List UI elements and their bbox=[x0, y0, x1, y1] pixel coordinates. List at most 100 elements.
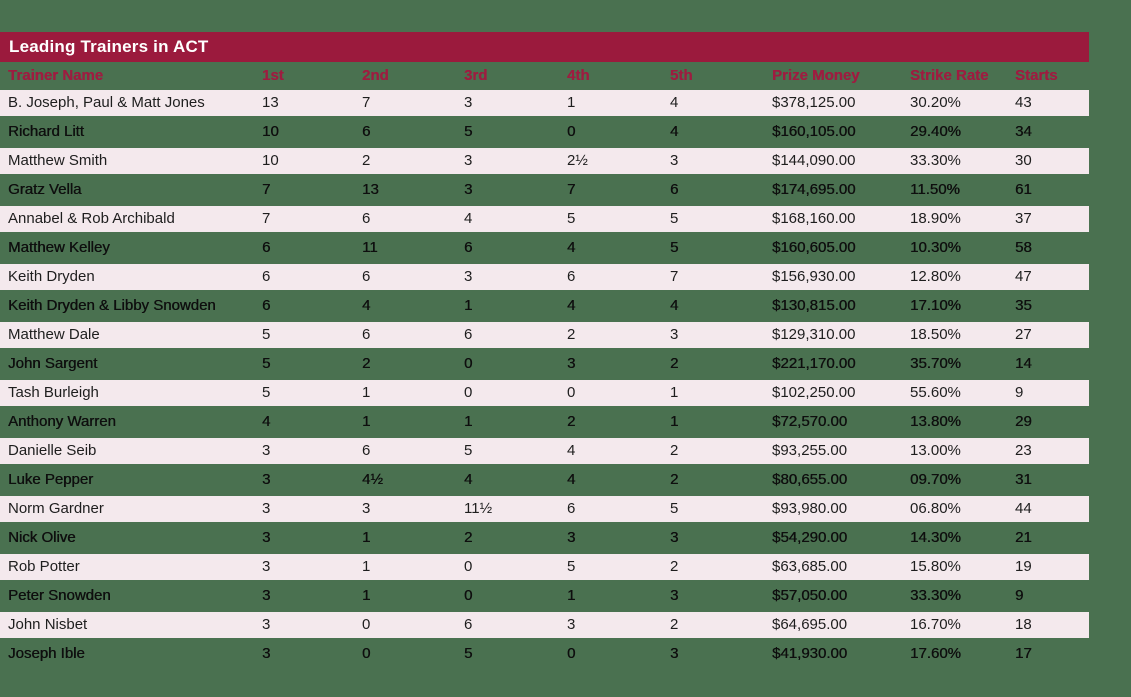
cell-fifth: 5 bbox=[670, 500, 679, 517]
cell-fifth: 3 bbox=[670, 587, 679, 604]
cell-fifth: 2 bbox=[670, 442, 679, 459]
cell-first: 3 bbox=[262, 587, 271, 604]
cell-fifth: 1 bbox=[670, 384, 679, 401]
cell-fourth: 3 bbox=[567, 529, 576, 546]
cell-first: 7 bbox=[262, 210, 271, 227]
cell-third: 0 bbox=[464, 384, 473, 401]
table-row: Anthony Warren 4 1 1 2 1 $72,570.00 13.80% 29 bbox=[0, 409, 1089, 438]
cell-third: 6 bbox=[464, 326, 473, 343]
cell-fifth: 2 bbox=[670, 616, 679, 633]
cell-fourth: 1 bbox=[567, 587, 576, 604]
cell-prize-money: $174,695.00 bbox=[772, 181, 856, 198]
cell-fourth: 4 bbox=[567, 239, 576, 256]
cell-fourth: 0 bbox=[567, 123, 576, 140]
cell-fourth: 6 bbox=[567, 500, 576, 517]
cell-second: 13 bbox=[362, 181, 379, 198]
cell-third: 3 bbox=[464, 268, 473, 285]
cell-prize-money: $160,105.00 bbox=[772, 123, 856, 140]
cell-strike-rate: 13.80% bbox=[910, 413, 961, 430]
cell-starts: 27 bbox=[1015, 326, 1032, 343]
table-row: Tash Burleigh 5 1 0 0 1 $102,250.00 55.60% 9 bbox=[0, 380, 1089, 409]
cell-second: 6 bbox=[362, 326, 371, 343]
cell-fourth: 0 bbox=[567, 645, 576, 662]
cell-second: 7 bbox=[362, 94, 371, 111]
cell-prize-money: $54,290.00 bbox=[772, 529, 848, 546]
cell-strike-rate: 13.00% bbox=[910, 442, 961, 459]
cell-strike-rate: 33.30% bbox=[910, 587, 961, 604]
table-row: Matthew Smith 10 2 3 2½ 3 $144,090.00 33.30% 30 bbox=[0, 148, 1089, 177]
table-row: Luke Pepper 3 4½ 4 4 2 $80,655.00 09.70% 31 bbox=[0, 467, 1089, 496]
cell-fourth: 3 bbox=[567, 355, 576, 372]
table-title: Leading Trainers in ACT bbox=[9, 37, 209, 56]
cell-trainer-name: Matthew Smith bbox=[8, 152, 108, 169]
cell-second: 4 bbox=[362, 297, 371, 314]
cell-strike-rate: 12.80% bbox=[910, 268, 961, 285]
table-body: B. Joseph, Paul & Matt Jones 13 7 3 1 4 $378,1… bbox=[0, 90, 1089, 670]
table-row: Rob Potter 3 1 0 5 2 $63,685.00 15.80% 19 bbox=[0, 554, 1089, 583]
cell-starts: 43 bbox=[1015, 94, 1032, 111]
cell-prize-money: $93,980.00 bbox=[772, 500, 848, 517]
table-row: Matthew Dale 5 6 6 2 3 $129,310.00 18.50% 27 bbox=[0, 322, 1089, 351]
cell-fourth: 1 bbox=[567, 94, 576, 111]
cell-second: 6 bbox=[362, 268, 371, 285]
cell-third: 3 bbox=[464, 94, 473, 111]
cell-fifth: 3 bbox=[670, 326, 679, 343]
cell-fourth: 5 bbox=[567, 210, 576, 227]
cell-strike-rate: 18.90% bbox=[910, 210, 961, 227]
cell-first: 4 bbox=[262, 413, 271, 430]
cell-starts: 17 bbox=[1015, 645, 1032, 662]
cell-trainer-name: Keith Dryden bbox=[8, 268, 95, 285]
cell-third: 0 bbox=[464, 558, 473, 575]
cell-trainer-name: Rob Potter bbox=[8, 558, 80, 575]
cell-second: 1 bbox=[362, 529, 371, 546]
cell-second: 1 bbox=[362, 413, 371, 430]
cell-trainer-name: Tash Burleigh bbox=[8, 384, 99, 401]
cell-strike-rate: 16.70% bbox=[910, 616, 961, 633]
column-header-second: 2nd bbox=[362, 67, 389, 84]
cell-fifth: 2 bbox=[670, 355, 679, 372]
cell-strike-rate: 18.50% bbox=[910, 326, 961, 343]
cell-second: 1 bbox=[362, 558, 371, 575]
cell-first: 10 bbox=[262, 123, 279, 140]
table-row: B. Joseph, Paul & Matt Jones 13 7 3 1 4 $378,1… bbox=[0, 90, 1089, 119]
cell-prize-money: $102,250.00 bbox=[772, 384, 856, 401]
cell-first: 6 bbox=[262, 268, 271, 285]
cell-third: 4 bbox=[464, 210, 473, 227]
cell-strike-rate: 33.30% bbox=[910, 152, 961, 169]
column-header-prize-money: Prize Money bbox=[772, 67, 860, 84]
cell-first: 6 bbox=[262, 239, 271, 256]
cell-fourth: 5 bbox=[567, 558, 576, 575]
cell-first: 13 bbox=[262, 94, 279, 111]
cell-starts: 58 bbox=[1015, 239, 1032, 256]
cell-prize-money: $378,125.00 bbox=[772, 94, 856, 111]
cell-trainer-name: Keith Dryden & Libby Snowden bbox=[8, 297, 216, 314]
cell-fourth: 0 bbox=[567, 384, 576, 401]
cell-starts: 18 bbox=[1015, 616, 1032, 633]
cell-third: 5 bbox=[464, 645, 473, 662]
table-row: Keith Dryden & Libby Snowden 6 4 1 4 4 $130,81… bbox=[0, 293, 1089, 322]
cell-third: 1 bbox=[464, 413, 473, 430]
cell-prize-money: $221,170.00 bbox=[772, 355, 856, 372]
cell-fifth: 3 bbox=[670, 645, 679, 662]
cell-prize-money: $72,570.00 bbox=[772, 413, 848, 430]
cell-fifth: 3 bbox=[670, 152, 679, 169]
cell-starts: 31 bbox=[1015, 471, 1032, 488]
cell-third: 3 bbox=[464, 152, 473, 169]
cell-prize-money: $160,605.00 bbox=[772, 239, 856, 256]
cell-prize-money: $156,930.00 bbox=[772, 268, 856, 285]
cell-strike-rate: 55.60% bbox=[910, 384, 961, 401]
cell-second: 6 bbox=[362, 123, 371, 140]
cell-starts: 37 bbox=[1015, 210, 1032, 227]
table-title-bar: Leading Trainers in ACT bbox=[0, 32, 1089, 62]
cell-third: 11½ bbox=[464, 500, 493, 517]
cell-strike-rate: 15.80% bbox=[910, 558, 961, 575]
cell-first: 3 bbox=[262, 442, 271, 459]
table-row: Gratz Vella 7 13 3 7 6 $174,695.00 11.50% 61 bbox=[0, 177, 1089, 206]
cell-trainer-name: John Nisbet bbox=[8, 616, 88, 633]
cell-fifth: 4 bbox=[670, 297, 679, 314]
cell-strike-rate: 17.10% bbox=[910, 297, 961, 314]
cell-fifth: 6 bbox=[670, 181, 679, 198]
cell-trainer-name: Gratz Vella bbox=[8, 181, 82, 198]
table-row: Danielle Seib 3 6 5 4 2 $93,255.00 13.00% 23 bbox=[0, 438, 1089, 467]
cell-strike-rate: 14.30% bbox=[910, 529, 961, 546]
